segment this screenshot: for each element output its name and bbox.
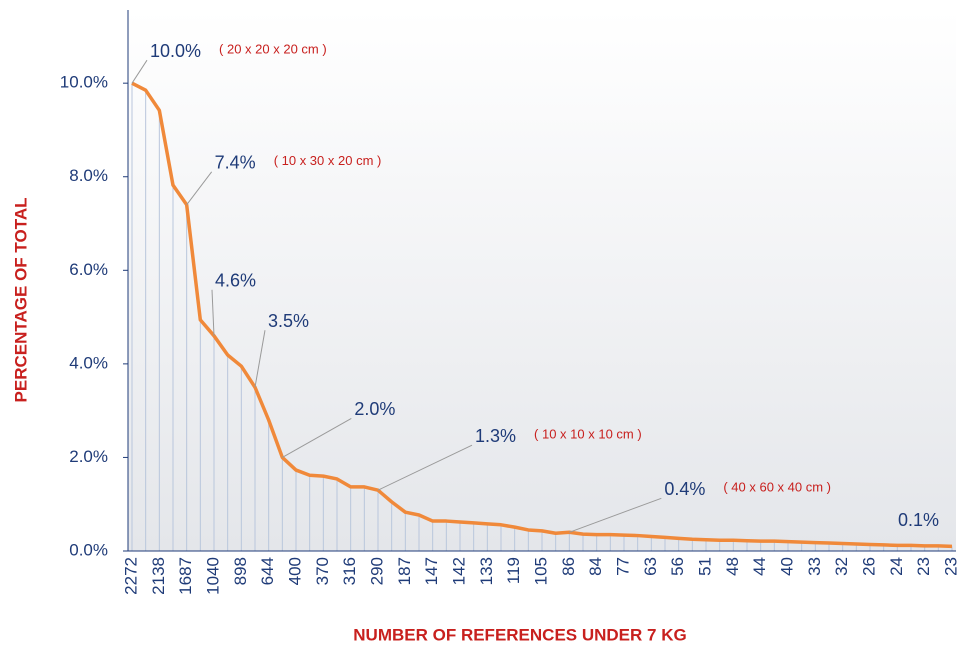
x-tick-label: 2138 xyxy=(149,557,168,595)
y-axis-title: PERCENTAGE OF TOTAL xyxy=(11,198,30,403)
x-tick-label: 33 xyxy=(805,557,824,576)
leader-line xyxy=(131,59,148,84)
x-tick-label: 142 xyxy=(449,557,468,585)
value-label: 1.3% xyxy=(475,426,516,446)
x-tick-label: 147 xyxy=(422,557,441,585)
leader-line xyxy=(569,497,662,533)
y-tick-label: 2.0% xyxy=(69,447,108,466)
y-tick-label: 0.0% xyxy=(69,540,108,559)
x-tick-label: 40 xyxy=(777,557,796,576)
y-tick-label: 4.0% xyxy=(69,353,108,372)
leader-line xyxy=(254,330,266,388)
x-tick-label: 644 xyxy=(258,557,277,585)
x-tick-label: 2272 xyxy=(121,557,140,595)
x-tick-label: 119 xyxy=(504,557,523,584)
x-tick-label: 23 xyxy=(914,557,933,576)
x-tick-label: 24 xyxy=(887,557,906,576)
x-tick-label: 86 xyxy=(559,557,578,576)
x-tick-label: 290 xyxy=(367,557,386,585)
x-tick-label: 316 xyxy=(340,557,359,585)
value-label: 2.0% xyxy=(354,399,395,419)
x-tick-label: 133 xyxy=(477,557,496,585)
x-tick-label: 51 xyxy=(695,557,714,576)
x-tick-label: 23 xyxy=(941,557,960,576)
size-note: ( 20 x 20 x 20 cm ) xyxy=(219,42,327,57)
leader-line xyxy=(186,171,213,206)
x-tick-label: 1687 xyxy=(176,557,195,595)
x-tick-label: 400 xyxy=(285,557,304,585)
x-tick-label: 48 xyxy=(723,557,742,576)
x-tick-label: 32 xyxy=(832,557,851,576)
x-tick-label: 370 xyxy=(313,557,332,585)
plot-background xyxy=(128,10,956,551)
value-label: 7.4% xyxy=(215,153,256,173)
size-note: ( 40 x 60 x 40 cm ) xyxy=(723,480,831,495)
leader-line xyxy=(211,289,215,336)
leader-line xyxy=(377,444,473,491)
x-tick-label: 84 xyxy=(586,557,605,576)
x-axis-title: NUMBER OF REFERENCES UNDER 7 KG xyxy=(353,625,686,644)
x-tick-label: 77 xyxy=(613,557,632,576)
x-tick-label: 44 xyxy=(750,557,769,576)
x-tick-label: 105 xyxy=(531,557,550,585)
x-tick-label: 898 xyxy=(231,557,250,585)
value-label: 4.6% xyxy=(215,271,256,291)
value-label: 0.1% xyxy=(898,510,939,530)
size-note: ( 10 x 10 x 10 cm ) xyxy=(534,427,642,442)
y-tick-label: 6.0% xyxy=(69,260,108,279)
value-label: 0.4% xyxy=(664,479,705,499)
y-tick-label: 10.0% xyxy=(60,73,108,92)
x-tick-label: 1040 xyxy=(203,557,222,595)
x-tick-label: 56 xyxy=(668,557,687,576)
value-label: 3.5% xyxy=(268,311,309,331)
data-line xyxy=(131,81,953,549)
value-label: 10.0% xyxy=(150,41,201,61)
x-tick-label: 26 xyxy=(859,557,878,576)
leader-line xyxy=(282,417,352,458)
x-tick-label: 187 xyxy=(395,557,414,585)
y-tick-label: 8.0% xyxy=(69,166,108,185)
size-note: ( 10 x 30 x 20 cm ) xyxy=(274,153,382,168)
x-tick-label: 63 xyxy=(641,557,660,576)
